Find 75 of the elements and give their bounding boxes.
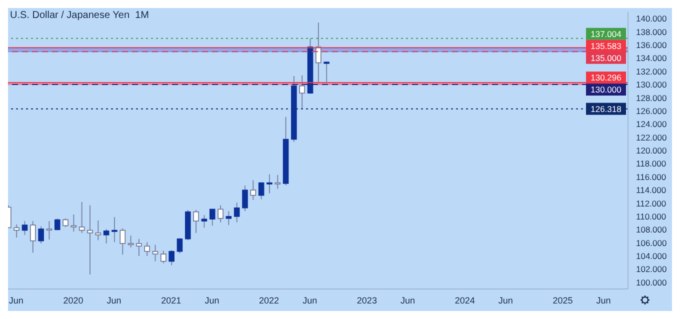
y-tick-label: 110.000 — [636, 211, 666, 222]
candlestick — [266, 174, 272, 194]
y-tick-label: 140.000 — [636, 14, 667, 24]
y-tick-label: 128.000 — [636, 92, 667, 103]
y-tick-label: 104.000 — [636, 251, 667, 262]
y-tick-label: 120.000 — [636, 146, 667, 156]
candlestick — [46, 220, 52, 240]
x-tick-label: Jun — [106, 295, 122, 306]
y-tick-label: 126.000 — [636, 106, 667, 116]
candlestick — [78, 201, 85, 234]
candlestick — [112, 216, 118, 243]
chart-title: U.S. Dollar / Japanese Yen 1M — [10, 10, 149, 21]
x-tick-label: 2024 — [454, 295, 475, 306]
y-tick-label: 114.000 — [636, 185, 666, 196]
candlestick — [87, 204, 93, 275]
candlestick — [30, 220, 36, 254]
x-tick-label: 2025 — [552, 295, 573, 306]
y-tick-label: 112.000 — [636, 198, 666, 208]
ref-line-label: 130.296 — [590, 72, 622, 83]
candlestick — [316, 22, 322, 82]
candlestick — [274, 174, 281, 190]
x-tick-label: Jun — [204, 295, 220, 306]
candlestick — [201, 214, 208, 228]
x-tick-label: Jun — [400, 295, 415, 306]
candlestick — [128, 235, 134, 248]
candlestick — [103, 228, 110, 244]
x-tick-label: Jun — [302, 295, 318, 306]
candlestick — [176, 238, 183, 254]
y-tick-label: 108.000 — [636, 224, 667, 235]
x-tick-label: 2022 — [259, 295, 280, 306]
candlestick — [136, 238, 142, 257]
candlestick — [168, 250, 174, 266]
y-tick-label: 122.000 — [636, 132, 667, 142]
y-tick-label: 106.000 — [636, 238, 667, 248]
candlestick — [234, 202, 240, 223]
candlestick — [218, 204, 224, 223]
candlestick — [14, 224, 20, 238]
y-tick-label: 124.000 — [636, 119, 667, 130]
y-tick-label: 132.000 — [636, 66, 667, 76]
candlestick — [70, 214, 77, 232]
candlestick — [152, 244, 158, 262]
y-tick-label: 138.000 — [636, 26, 667, 37]
ref-line-label: 137.004 — [590, 28, 622, 39]
y-tick-label: 130.000 — [636, 80, 667, 90]
candlestick — [54, 218, 60, 231]
candlestick — [95, 220, 102, 241]
x-tick-label: Jun — [596, 295, 611, 306]
ref-line-label: 135.583 — [590, 40, 622, 51]
y-tick-label: 116.000 — [636, 172, 666, 182]
candlestick — [209, 208, 216, 226]
x-tick-label: Jun — [498, 295, 513, 306]
candlestick — [193, 209, 199, 234]
candlestick — [324, 60, 330, 82]
x-tick-label: 2021 — [161, 295, 182, 306]
candlestick — [160, 250, 166, 264]
x-tick-label: 2023 — [356, 295, 377, 306]
candlestick — [250, 180, 256, 200]
candlestick — [242, 184, 248, 212]
candlestick — [226, 210, 232, 226]
ref-line-label: 130.000 — [590, 84, 622, 95]
candlestick — [144, 242, 150, 257]
y-tick-label: 102.000 — [636, 264, 667, 274]
y-tick-label: 118.000 — [636, 158, 666, 169]
x-tick-label: Jun — [8, 295, 24, 306]
y-tick-label: 100.000 — [636, 277, 667, 288]
candlestick — [22, 220, 28, 236]
ref-line-label: 126.318 — [590, 104, 622, 114]
y-tick-label: 134.000 — [636, 53, 667, 64]
x-tick-label: 2020 — [63, 295, 84, 306]
candlestick — [258, 182, 264, 200]
candlestick — [299, 74, 306, 110]
ref-line-label: 135.000 — [590, 52, 622, 63]
candlestick — [120, 228, 126, 256]
candlestick — [38, 226, 44, 244]
y-tick-label: 136.000 — [636, 40, 667, 50]
